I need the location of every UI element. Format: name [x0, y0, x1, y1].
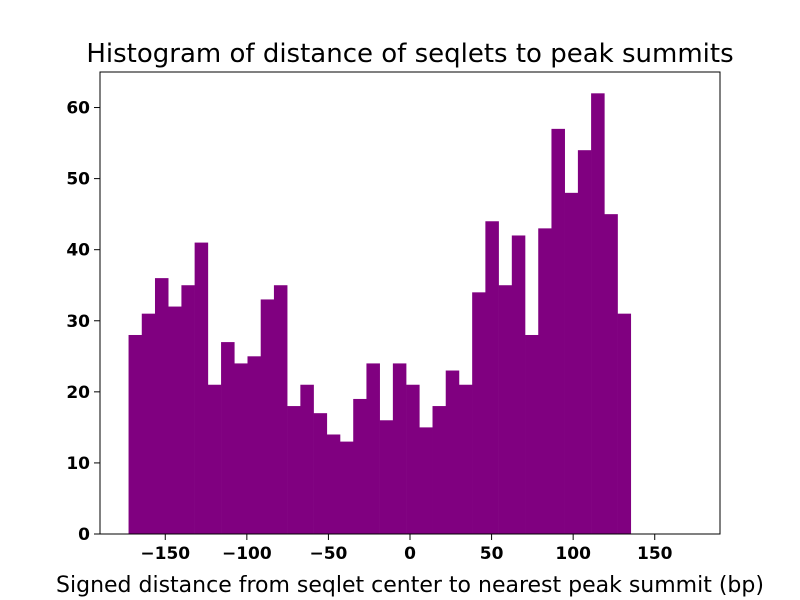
y-tick-label: 20 [66, 383, 90, 403]
histogram-bar [168, 306, 182, 534]
y-tick-label: 40 [66, 241, 90, 261]
x-tick-label: −100 [222, 544, 272, 564]
histogram-bar [538, 228, 552, 534]
x-axis: −150 −100 −50 0 50 100 150 [140, 534, 673, 564]
histogram-bar [340, 441, 354, 534]
y-axis: 0 10 20 30 40 50 60 [66, 99, 100, 545]
histogram-bar [564, 192, 579, 535]
x-tick-label: 150 [637, 544, 673, 564]
histogram-bar [498, 285, 513, 534]
x-axis-label: Signed distance from seqlet center to ne… [56, 573, 764, 598]
y-tick-label: 0 [78, 525, 90, 545]
histogram-bar [617, 313, 632, 534]
histogram-bar [207, 384, 222, 534]
histogram-bar [458, 384, 473, 534]
histogram-bar [406, 384, 420, 534]
bars-group [128, 93, 632, 535]
histogram-bar [353, 398, 367, 534]
x-tick-label: 0 [404, 544, 416, 564]
y-tick-label: 60 [66, 99, 90, 119]
histogram-bar [273, 285, 288, 534]
histogram-bar [247, 356, 262, 534]
histogram-bar [577, 150, 592, 534]
x-tick-label: 50 [480, 544, 504, 564]
y-tick-label: 10 [66, 454, 90, 474]
y-tick-label: 50 [66, 170, 90, 190]
histogram-bar [591, 93, 605, 535]
histogram-bar [485, 221, 499, 534]
histogram-bar [300, 384, 314, 534]
histogram-bar [604, 214, 618, 534]
histogram-bar [128, 334, 143, 534]
histogram-bar [379, 420, 394, 534]
histogram-bar [221, 342, 235, 534]
chart-title: Histogram of distance of seqlets to peak… [86, 39, 733, 69]
histogram-bar [472, 292, 486, 534]
histogram-bar [194, 242, 209, 535]
histogram-bar [525, 334, 539, 534]
y-tick-label: 30 [66, 312, 90, 332]
x-tick-label: −50 [309, 544, 347, 564]
histogram-bar [260, 299, 275, 534]
histogram-bar [366, 363, 380, 534]
x-tick-label: 100 [555, 544, 591, 564]
histogram-bar [445, 370, 460, 534]
histogram-bar [419, 427, 433, 534]
histogram-bar [154, 278, 169, 534]
histogram-bar [392, 363, 407, 534]
histogram-bar [326, 434, 341, 534]
histogram-bar [551, 128, 565, 534]
x-tick-label: −150 [140, 544, 190, 564]
histogram-bar [432, 406, 447, 534]
histogram-bar [287, 406, 301, 534]
histogram-bar [234, 363, 248, 534]
histogram-bar [141, 313, 156, 534]
histogram-bar [313, 413, 328, 534]
histogram-bar [511, 235, 526, 534]
histogram-bar [181, 285, 195, 534]
